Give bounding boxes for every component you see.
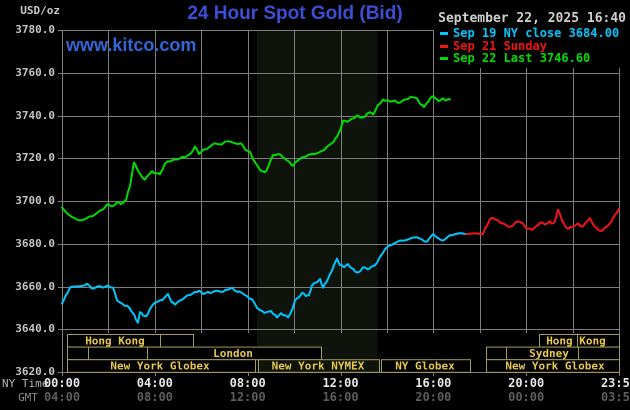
legend-dash-icon [440, 57, 448, 61]
x-tick-label-ny: 12:00 [322, 376, 359, 390]
x-tick-label-ny: 00:00 [43, 376, 81, 390]
session-label: Hong Kong [85, 335, 145, 348]
x-tick-label-gmt: 16:00 [322, 390, 359, 404]
session-box [88, 346, 148, 361]
ny-time-axis-label: NY Time [2, 377, 49, 390]
price-line-sunday [465, 207, 620, 236]
y-tick-label: 3700.0 [15, 194, 55, 207]
legend-entry: Sep 22 Last 3746.60 [440, 52, 590, 64]
y-tick-label: 3680.0 [15, 236, 55, 250]
gmt-axis-label: GMT [18, 391, 38, 404]
y-axis-unit-label: USD/oz [20, 4, 60, 17]
session-label: London [213, 347, 253, 360]
page-title: 24 Hour Spot Gold (Bid) [187, 3, 403, 24]
session-label: New York NYMEX [272, 360, 365, 373]
x-tick-label-gmt: 00:00 [508, 390, 545, 404]
y-tick-label: 3660.0 [15, 279, 55, 293]
kitco-watermark-link[interactable]: www.kitco.com [66, 35, 197, 55]
session-box [578, 346, 620, 361]
y-tick-label: 3640.0 [15, 322, 55, 336]
datetime-label: September 22, 2025 16:40 [438, 11, 626, 26]
legend-dash-icon [440, 32, 448, 35]
legend-entry-label: Sep 22 Last 3746.60 [453, 51, 591, 66]
y-tick-label: 3760.0 [15, 65, 55, 79]
x-tick-label-ny: 20:00 [508, 376, 545, 390]
session-box [67, 346, 89, 361]
x-tick-label-gmt: 20:00 [415, 390, 452, 404]
x-tick-label-gmt: 04:00 [43, 390, 81, 404]
legend-entry-label: Sep 21 Sunday [453, 38, 547, 53]
legend-entry-label: Sep 19 NY close 3684.00 [453, 26, 620, 40]
x-tick-label-gmt: 03:59 [600, 390, 630, 404]
legend: September 22, 2025 16:40 Sep 19 NY close… [434, 0, 630, 68]
session-label: NY Globex [395, 360, 455, 373]
x-tick-label-gmt: 12:00 [229, 390, 266, 404]
x-tick-label-ny: 08:00 [229, 376, 266, 390]
session-label: Sydney [529, 347, 569, 360]
session-label: New York Globex [505, 360, 605, 373]
price-line-today [61, 95, 451, 222]
session-label: New York Globex [110, 360, 210, 373]
session-box [258, 359, 380, 373]
session-box [67, 359, 256, 373]
y-tick-label: 3780.0 [15, 23, 55, 36]
x-tick-label-ny: 16:00 [415, 376, 452, 390]
session-box [486, 359, 620, 373]
x-tick-label-ny: 04:00 [136, 376, 173, 390]
session-box [381, 359, 471, 373]
legend-dash-icon [440, 44, 448, 48]
y-tick-label: 3740.0 [15, 108, 55, 122]
price-line-friday [61, 232, 468, 324]
y-tick-label: 3620.0 [15, 365, 55, 378]
session-box [486, 346, 507, 361]
session-label: Hong Kong [546, 335, 606, 348]
legend-entry: Sep 19 NY close 3684.00 [440, 27, 619, 39]
x-tick-label-gmt: 08:00 [136, 390, 173, 404]
x-tick-label-ny: 23:59 [600, 376, 630, 390]
legend-entry: Sep 21 Sunday [440, 40, 547, 52]
y-tick-label: 3720.0 [15, 151, 55, 165]
